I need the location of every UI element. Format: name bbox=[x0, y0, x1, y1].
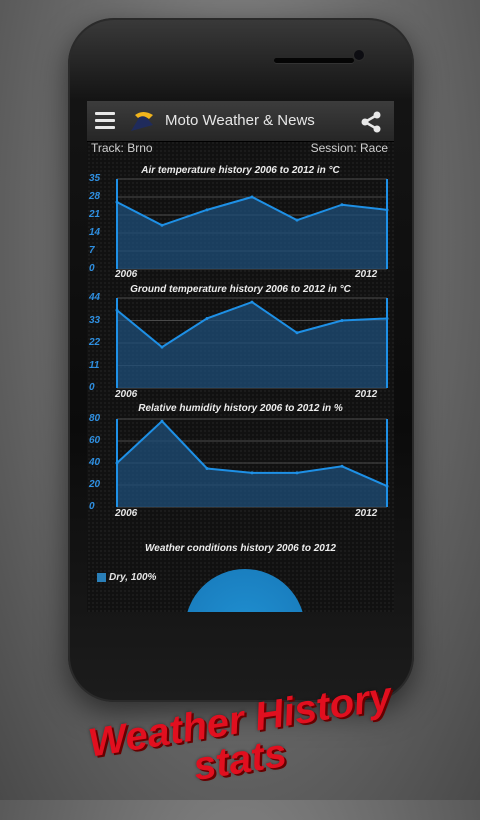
y-tick-label: 20 bbox=[89, 479, 101, 490]
y-tick-label: 22 bbox=[89, 337, 101, 348]
app-logo-icon bbox=[129, 109, 155, 133]
data-point bbox=[340, 203, 344, 207]
y-tick-label: 33 bbox=[89, 314, 101, 326]
pie-slice-dry bbox=[185, 569, 305, 612]
data-point bbox=[160, 419, 164, 423]
y-tick-label: 40 bbox=[89, 457, 101, 468]
share-icon[interactable] bbox=[359, 110, 383, 134]
y-tick-label: 14 bbox=[89, 227, 101, 238]
session-label: Session: Race bbox=[310, 141, 388, 155]
y-tick-label: 0 bbox=[89, 263, 95, 274]
data-point bbox=[160, 345, 164, 349]
air-temp-x-start: 2006 bbox=[115, 269, 138, 280]
y-tick-label: 35 bbox=[89, 173, 101, 184]
humidity-x-start: 2006 bbox=[115, 508, 138, 519]
data-point bbox=[250, 300, 254, 304]
front-camera bbox=[354, 50, 364, 60]
legend-label-dry: Dry, 100% bbox=[109, 572, 157, 583]
y-tick-label: 0 bbox=[89, 382, 95, 393]
legend-swatch-dry bbox=[97, 573, 106, 582]
data-point bbox=[160, 223, 164, 227]
air-temp-x-end: 2012 bbox=[355, 269, 378, 280]
air-temp-chart bbox=[115, 178, 389, 270]
ground-temp-chart bbox=[115, 297, 389, 389]
ground-temp-x-start: 2006 bbox=[115, 389, 138, 400]
y-tick-label: 11 bbox=[89, 359, 100, 371]
data-point bbox=[205, 467, 209, 470]
y-tick-label: 0 bbox=[89, 501, 95, 512]
data-point bbox=[205, 316, 209, 320]
y-tick-label: 21 bbox=[89, 209, 101, 220]
humidity-x-end: 2012 bbox=[355, 508, 378, 519]
data-point bbox=[250, 195, 254, 199]
phone-speaker bbox=[274, 58, 354, 63]
y-tick-label: 60 bbox=[89, 435, 101, 446]
track-label: Track: Brno bbox=[91, 141, 153, 155]
series-area bbox=[117, 421, 387, 507]
series-area bbox=[117, 197, 387, 269]
action-bar: Moto Weather & News bbox=[87, 101, 394, 142]
y-tick-label: 44 bbox=[89, 292, 101, 303]
data-point bbox=[295, 331, 299, 335]
hamburger-menu-icon[interactable] bbox=[95, 112, 115, 130]
data-point bbox=[340, 319, 344, 322]
humidity-chart-title: Relative humidity history 2006 to 2012 i… bbox=[138, 403, 343, 414]
app-screen: Moto Weather & News Track: Brno Session:… bbox=[87, 101, 394, 612]
humidity-chart bbox=[115, 418, 389, 508]
conditions-chart-title: Weather conditions history 2006 to 2012 bbox=[145, 543, 336, 554]
y-tick-label: 7 bbox=[89, 245, 95, 256]
series-area bbox=[117, 302, 387, 388]
data-point bbox=[295, 218, 299, 222]
y-tick-label: 28 bbox=[89, 191, 101, 202]
app-title: Moto Weather & News bbox=[165, 112, 315, 129]
data-point bbox=[250, 471, 254, 475]
air-temp-chart-title: Air temperature history 2006 to 2012 in … bbox=[141, 165, 340, 176]
data-point bbox=[340, 464, 344, 468]
data-point bbox=[205, 208, 209, 212]
y-tick-label: 80 bbox=[89, 413, 101, 424]
ground-temp-x-end: 2012 bbox=[355, 389, 378, 400]
data-point bbox=[295, 471, 299, 475]
ground-temp-chart-title: Ground temperature history 2006 to 2012 … bbox=[130, 284, 351, 295]
